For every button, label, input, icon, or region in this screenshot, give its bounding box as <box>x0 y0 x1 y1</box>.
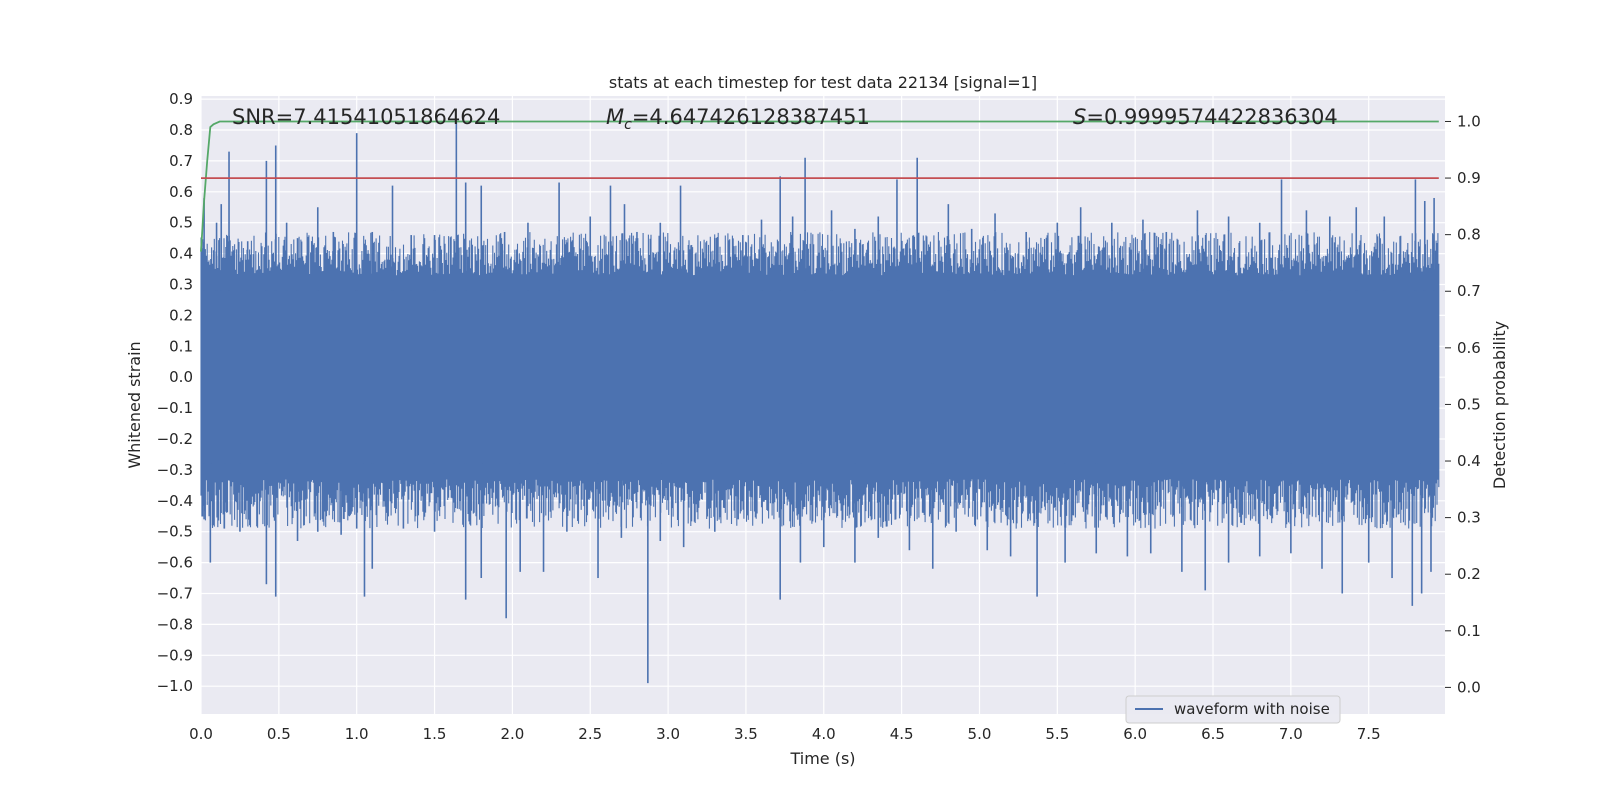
chirp-mass-subscript: c <box>624 117 632 133</box>
x-tick-label: 4.0 <box>812 725 836 743</box>
legend-label: waveform with noise <box>1174 700 1330 718</box>
significance-annotation: S=0.9999574422836304 <box>1073 105 1338 129</box>
x-tick-label: 2.0 <box>500 725 524 743</box>
y-tick-label: −0.4 <box>157 492 193 510</box>
y-tick-label: 0.2 <box>169 306 193 324</box>
y-tick-label: 0.7 <box>169 152 193 170</box>
x-tick-label: 3.0 <box>656 725 680 743</box>
y-tick-label: −0.5 <box>157 523 193 541</box>
x-axis-label: Time (s) <box>789 749 855 768</box>
y-right-tick-label: 0.6 <box>1457 339 1481 357</box>
y-tick-label: −0.2 <box>157 430 193 448</box>
tick-labels: 0.0 0.5 1.0 1.5 2.0 2.5 3.0 3.5 4.0 4.5 5.0 5.5 6.0 6… <box>157 90 1481 743</box>
x-tick-label: 7.5 <box>1357 725 1381 743</box>
x-tick-label: 1.0 <box>345 725 369 743</box>
y-tick-label: −0.6 <box>157 554 193 572</box>
x-tick-label: 3.5 <box>734 725 758 743</box>
y-right-tick-label: 0.2 <box>1457 565 1481 583</box>
y-tick-label: 0.0 <box>169 368 193 386</box>
y-tick-label: 0.8 <box>169 121 193 139</box>
y-tick-label: −0.9 <box>157 646 193 664</box>
y-tick-label: 0.4 <box>169 245 193 263</box>
y-right-tick-label: 0.0 <box>1457 678 1481 696</box>
y-tick-label: 0.3 <box>169 275 193 293</box>
x-tick-label: 0.5 <box>267 725 291 743</box>
x-tick-label: 7.0 <box>1279 725 1303 743</box>
y-axis-label: Whitened strain <box>125 341 144 468</box>
y-right-tick-label: 1.0 <box>1457 112 1481 130</box>
y-tick-label: −0.7 <box>157 584 193 602</box>
probability-series <box>200 120 1439 252</box>
x-tick-label: 6.0 <box>1123 725 1147 743</box>
significance-symbol: S <box>1073 105 1086 129</box>
x-tick-label: 5.5 <box>1045 725 1069 743</box>
legend-box <box>1125 695 1341 724</box>
x-tick-label: 6.5 <box>1201 725 1225 743</box>
x-tick-label: 0.0 <box>189 725 213 743</box>
y-right-tick-label: 0.1 <box>1457 622 1481 640</box>
chirp-mass-value: =4.647426128387451 <box>632 105 870 129</box>
y-right-tick-label: 0.9 <box>1457 169 1481 187</box>
y-right-tick-label: 0.8 <box>1457 226 1481 244</box>
y-tick-label: −0.8 <box>157 615 193 633</box>
y-tick-label: −0.1 <box>157 399 193 417</box>
x-tick-label: 4.5 <box>890 725 914 743</box>
x-tick-label: 5.0 <box>968 725 992 743</box>
significance-value: =0.9999574422836304 <box>1086 105 1337 129</box>
y-right-tick-label: 0.4 <box>1457 452 1481 470</box>
chirp-mass-annotation: Mc=4.647426128387451 <box>606 105 870 133</box>
snr-annotation: SNR=7.41541051864624 <box>232 105 500 129</box>
y-tick-label: −0.3 <box>157 461 193 479</box>
chart-title: stats at each timestep for test data 221… <box>609 73 1037 92</box>
detection-probability-line <box>200 120 1439 252</box>
strain-dense-band <box>201 290 1439 464</box>
y-right-tick-label: 0.5 <box>1457 395 1481 413</box>
y-right-tick-label: 0.3 <box>1457 509 1481 527</box>
x-tick-label: 2.5 <box>578 725 602 743</box>
strain-series <box>200 120 1440 684</box>
y-tick-label: 0.9 <box>169 90 193 108</box>
y-tick-label: 0.1 <box>169 337 193 355</box>
y-right-tick-label: 0.7 <box>1457 282 1481 300</box>
y-tick-label: 0.6 <box>169 183 193 201</box>
y-tick-label: 0.5 <box>169 214 193 232</box>
y-right-axis-label: Detection probability <box>1490 321 1509 489</box>
chirp-mass-symbol: M <box>606 105 624 129</box>
x-tick-label: 1.5 <box>423 725 447 743</box>
y-tick-label: −1.0 <box>157 677 193 695</box>
legend: waveform with noise <box>1125 695 1341 724</box>
